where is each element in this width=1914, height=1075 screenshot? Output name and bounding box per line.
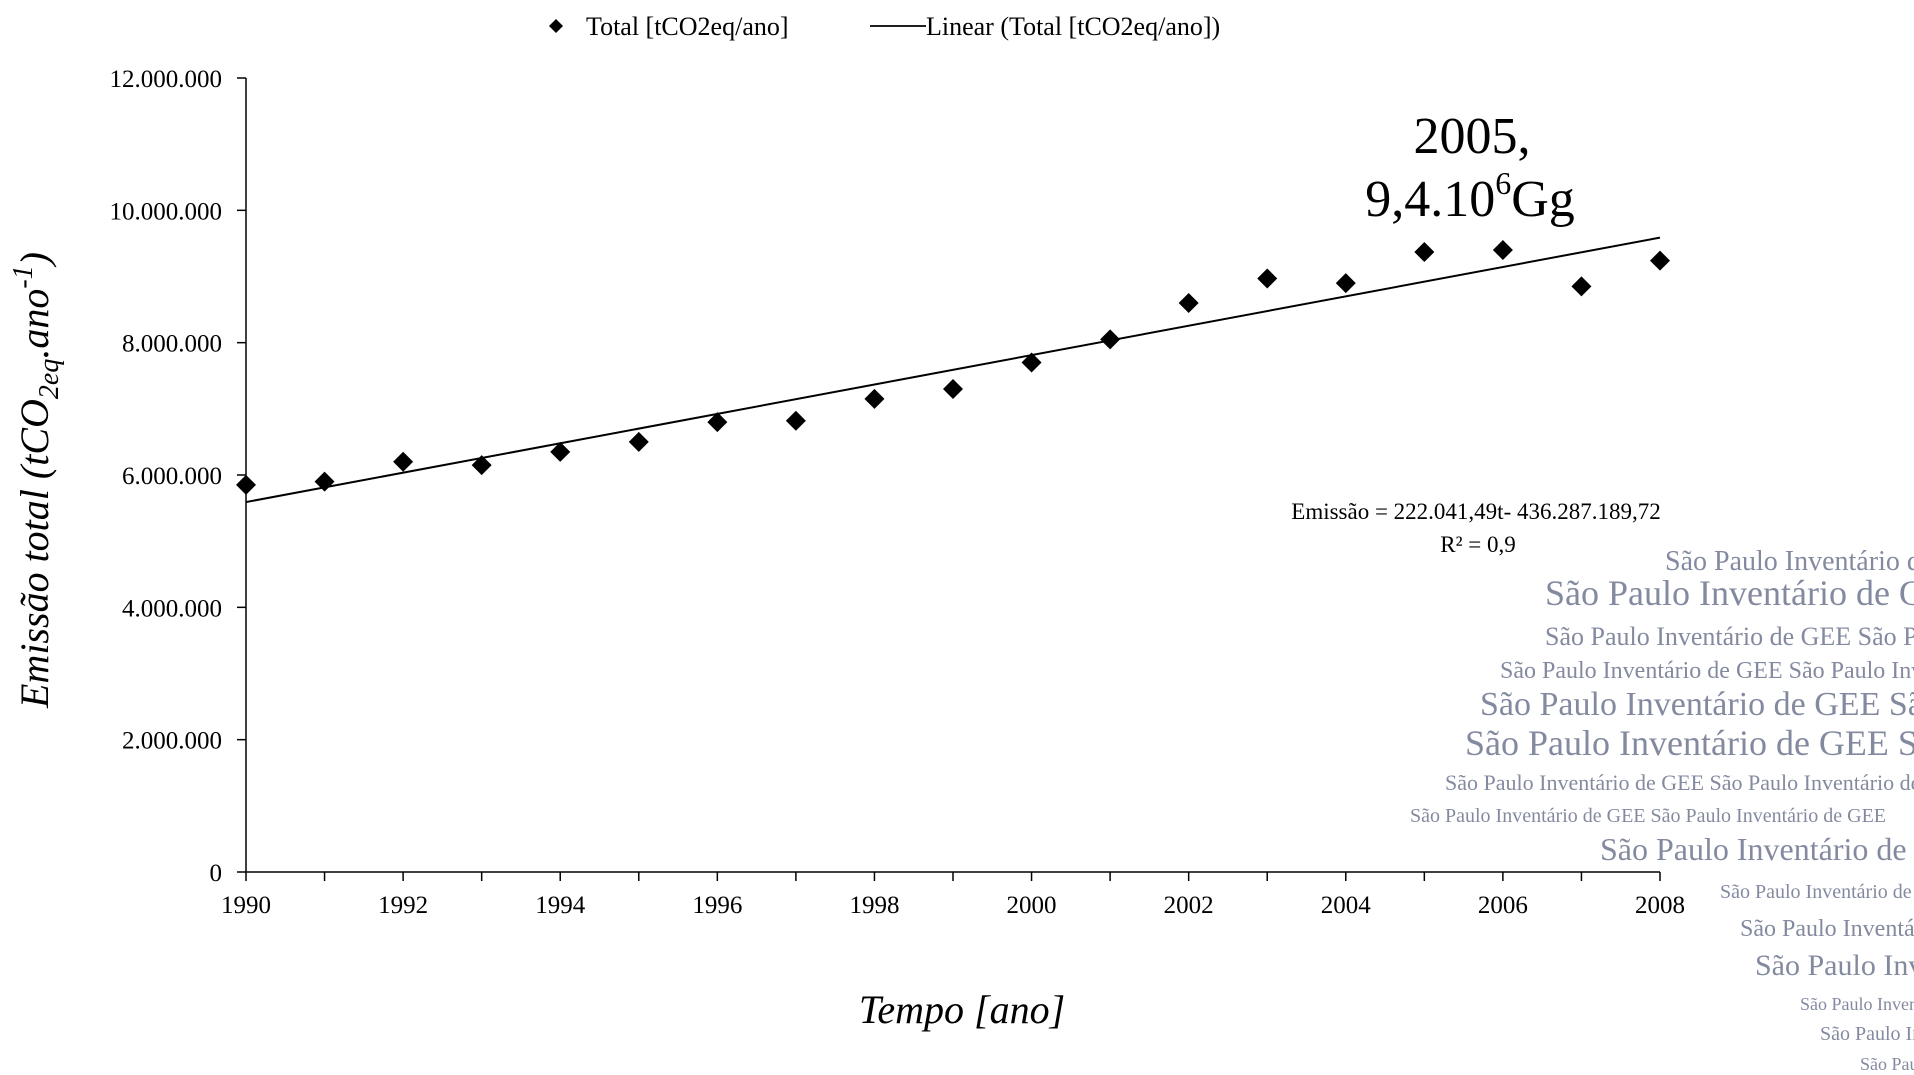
inventario-watermark-logo: São Paulo Inventário de GEE São Paulo In… [1410,546,1914,1074]
y-axis-title: Emissão total (tCO2eq.ano-1) [8,252,65,709]
x-tick-label: 2000 [1007,892,1057,919]
watermark-text-row: São Paulo Inventário de GEE São Paulo In… [1545,622,1914,651]
data-point-diamond [1650,250,1670,271]
watermark-text-row: São Paulo Inventário de GEE São Paulo In… [1600,831,1914,867]
data-point-diamond [550,441,571,462]
x-tick-label: 1994 [535,892,586,919]
legend: Total [tCO2eq/ano] Linear (Total [tCO2eq… [549,12,1220,41]
data-point-diamond [864,388,885,409]
y-tick-label: 12.000.000 [110,66,223,93]
data-point-diamond [1100,329,1121,350]
trendline-linear [245,236,1661,504]
legend-label-total: Total [tCO2eq/ano] [586,12,789,41]
watermark-text-row: São Paulo Inventário de GEE São Paulo In… [1720,881,1914,903]
x-axis-title: Tempo [ano] [859,987,1065,1032]
y-tick-label: 8.000.000 [122,331,222,358]
x-tick-label: 2004 [1321,892,1372,919]
y-tick-label: 2.000.000 [122,728,222,755]
watermark-text-row: São Paulo Inventário de GEE São Paulo In… [1740,916,1914,942]
watermark-text-row: São Paulo Inventário de GEE São Paulo In… [1665,546,1914,577]
legend-label-linear: Linear (Total [tCO2eq/ano]) [926,12,1220,41]
data-point-diamond [1492,240,1513,261]
x-tick-label: 1996 [692,892,742,919]
watermark-text-row: São Paulo Inventário de GEE São Paulo In… [1445,770,1914,795]
data-point-diamond [393,451,414,472]
y-ticks: 0 2.000.000 4.000.000 6.000.000 8.000.000 10.… [110,66,246,887]
x-tick-label: 2002 [1164,892,1214,919]
y-tick-label: 0 [210,860,223,887]
data-point-diamond [628,431,649,452]
y-tick-label: 4.000.000 [122,595,222,622]
watermark-text-row: São Paulo Inventário de GEE São Paulo In… [1500,658,1914,684]
x-ticks: 1990 1992 1994 1996 1998 2000 2002 2004 2006 2008 [221,872,1685,919]
watermark-text-row: São Paulo Inventário de GEE São Paulo In… [1820,1023,1914,1045]
trend-r-squared: R² = 0,9 [1440,532,1515,557]
data-point-diamond [314,471,335,492]
data-point-diamond [1571,276,1592,297]
data-points [236,240,1670,495]
watermark-text-row: São Paulo Inventário de GEE São Paulo In… [1755,949,1914,982]
watermark-text-row: São Paulo Inventário de GEE São Paulo In… [1800,994,1914,1014]
watermark-text-row: São Paulo Inventário de GEE São Paulo In… [1480,686,1914,723]
data-point-diamond [707,412,728,433]
data-point-diamond [236,474,256,495]
watermark-text-row: São Paulo Inventário de GEE São Paulo In… [1545,573,1914,613]
data-point-diamond [1335,273,1356,294]
data-point-diamond [471,455,492,476]
y-tick-label: 6.000.000 [122,463,222,490]
data-point-diamond [1178,292,1199,313]
data-point-diamond [1257,268,1278,289]
trend-equation: Emissão = 222.041,49t- 436.287.189,72 [1291,499,1660,524]
x-tick-label: 1992 [378,892,428,919]
data-point-diamond [1021,352,1042,373]
x-tick-label: 2006 [1478,892,1528,919]
x-tick-label: 2008 [1635,892,1685,919]
data-point-diamond [1414,242,1435,263]
y-tick-label: 10.000.000 [110,198,223,225]
watermark-text-row: São Paulo Inventário de GEE São Paulo In… [1860,1054,1914,1074]
legend-diamond-marker [549,19,563,33]
x-tick-label: 1990 [221,892,271,919]
x-tick-label: 1998 [849,892,899,919]
data-point-diamond [785,410,806,431]
watermark-text-row: São Paulo Inventário de GEE São Paulo In… [1410,805,1886,827]
annotation-point-value: 9,4.106Gg [1365,165,1575,228]
annotation-point-year: 2005, [1414,108,1531,165]
watermark-text-row: São Paulo Inventário de GEE São Paulo In… [1465,723,1914,763]
data-point-diamond [943,378,963,399]
